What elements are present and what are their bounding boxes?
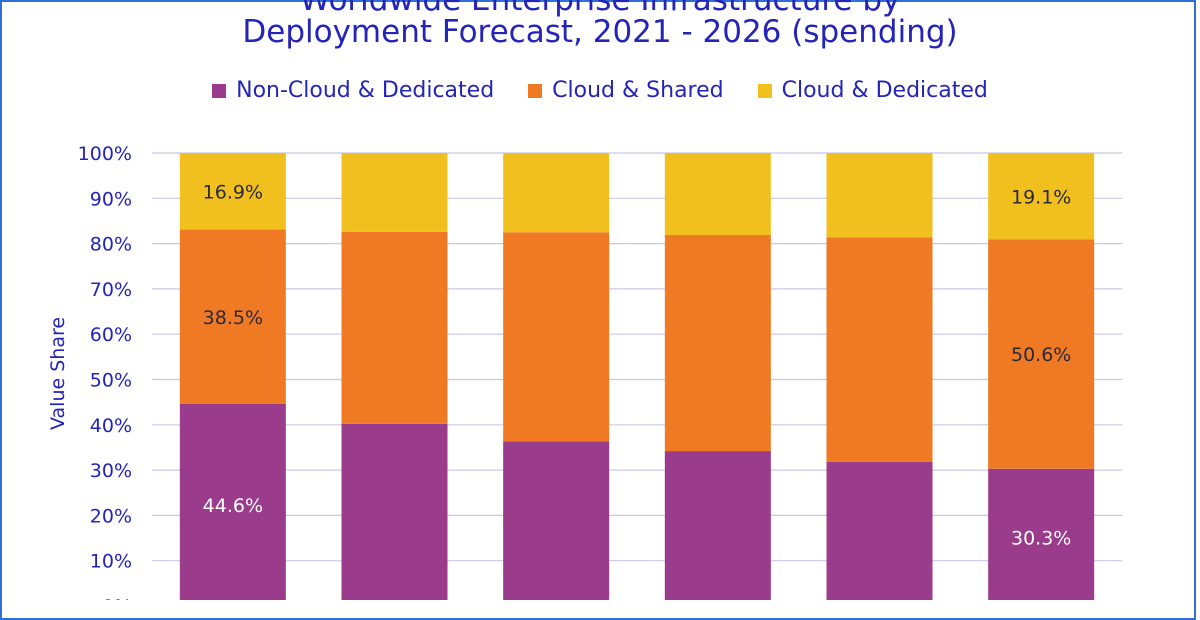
y-tick-label: 70% [90, 279, 132, 301]
data-label-cloud-dedicated: 16.9% [203, 181, 263, 203]
stacked-bar-chart: 0% 10% 20% 30% 40% 50% 60% 70% 80% 90% 100% 44.6% 38… [78, 143, 1122, 600]
data-label-cloud-shared: 50.6% [1011, 344, 1071, 366]
bar-segment-cloud-shared [341, 231, 448, 424]
y-tick-label: 50% [90, 370, 132, 392]
legend-swatch-cloud-dedicated [757, 83, 772, 98]
bar-segment-cloud-shared [503, 232, 610, 442]
chart-title-line-1: Worldwide Enterprise Infrastructure by [299, 0, 901, 18]
y-tick-label: 40% [90, 415, 132, 437]
bar-segment-non-cloud-dedicated [988, 468, 1095, 600]
bar-segment-non-cloud-dedicated [341, 423, 448, 600]
legend-label-non-cloud-dedicated: Non-Cloud & Dedicated [236, 78, 495, 103]
legend-item-non-cloud-dedicated: Non-Cloud & Dedicated [212, 78, 494, 103]
data-label-cloud-dedicated: 19.1% [1011, 186, 1071, 208]
y-tick-label: 0% [102, 596, 132, 600]
data-label-non-cloud-dedicated: 30.3% [1011, 527, 1071, 549]
y-tick-label: 30% [90, 460, 132, 482]
y-tick-label: 60% [90, 324, 132, 346]
legend-swatch-cloud-shared [528, 83, 543, 98]
bar-segment-cloud-shared [826, 237, 933, 462]
data-label-non-cloud-dedicated: 44.6% [203, 495, 263, 517]
y-tick-label: 90% [90, 188, 132, 210]
chart-title-line-2: Deployment Forecast, 2021 - 2026 (spendi… [242, 14, 958, 50]
legend-item-cloud-dedicated: Cloud & Dedicated [757, 78, 988, 103]
bar-segment-cloud-dedicated [341, 153, 448, 232]
bar-segment-cloud-shared [664, 234, 771, 452]
data-label-cloud-shared: 38.5% [203, 307, 263, 329]
legend-item-cloud-shared: Cloud & Shared [528, 78, 724, 103]
legend-swatch-non-cloud-dedicated [212, 83, 227, 98]
bar-segment-cloud-dedicated [179, 153, 286, 230]
bar-segment-non-cloud-dedicated [179, 403, 286, 600]
legend-label-cloud-dedicated: Cloud & Dedicated [781, 78, 988, 103]
bar-segment-cloud-dedicated [988, 153, 1095, 240]
bar-segment-non-cloud-dedicated [826, 461, 933, 600]
y-tick-label: 20% [90, 505, 132, 527]
y-tick-label: 100% [78, 143, 132, 165]
legend-label-cloud-shared: Cloud & Shared [552, 78, 724, 103]
y-tick-label: 10% [90, 551, 132, 573]
bar-segment-cloud-shared [988, 239, 1095, 469]
bar-segment-cloud-shared [179, 229, 286, 404]
legend: Non-Cloud & Dedicated Cloud & Shared Clo… [0, 78, 1200, 103]
bar-segment-cloud-dedicated [503, 153, 610, 233]
bar-segment-cloud-dedicated [826, 153, 933, 238]
bar-segment-cloud-dedicated [664, 153, 771, 235]
y-tick-label: 80% [90, 234, 132, 256]
bar-segment-non-cloud-dedicated [664, 451, 771, 600]
bar-segment-non-cloud-dedicated [503, 441, 610, 600]
